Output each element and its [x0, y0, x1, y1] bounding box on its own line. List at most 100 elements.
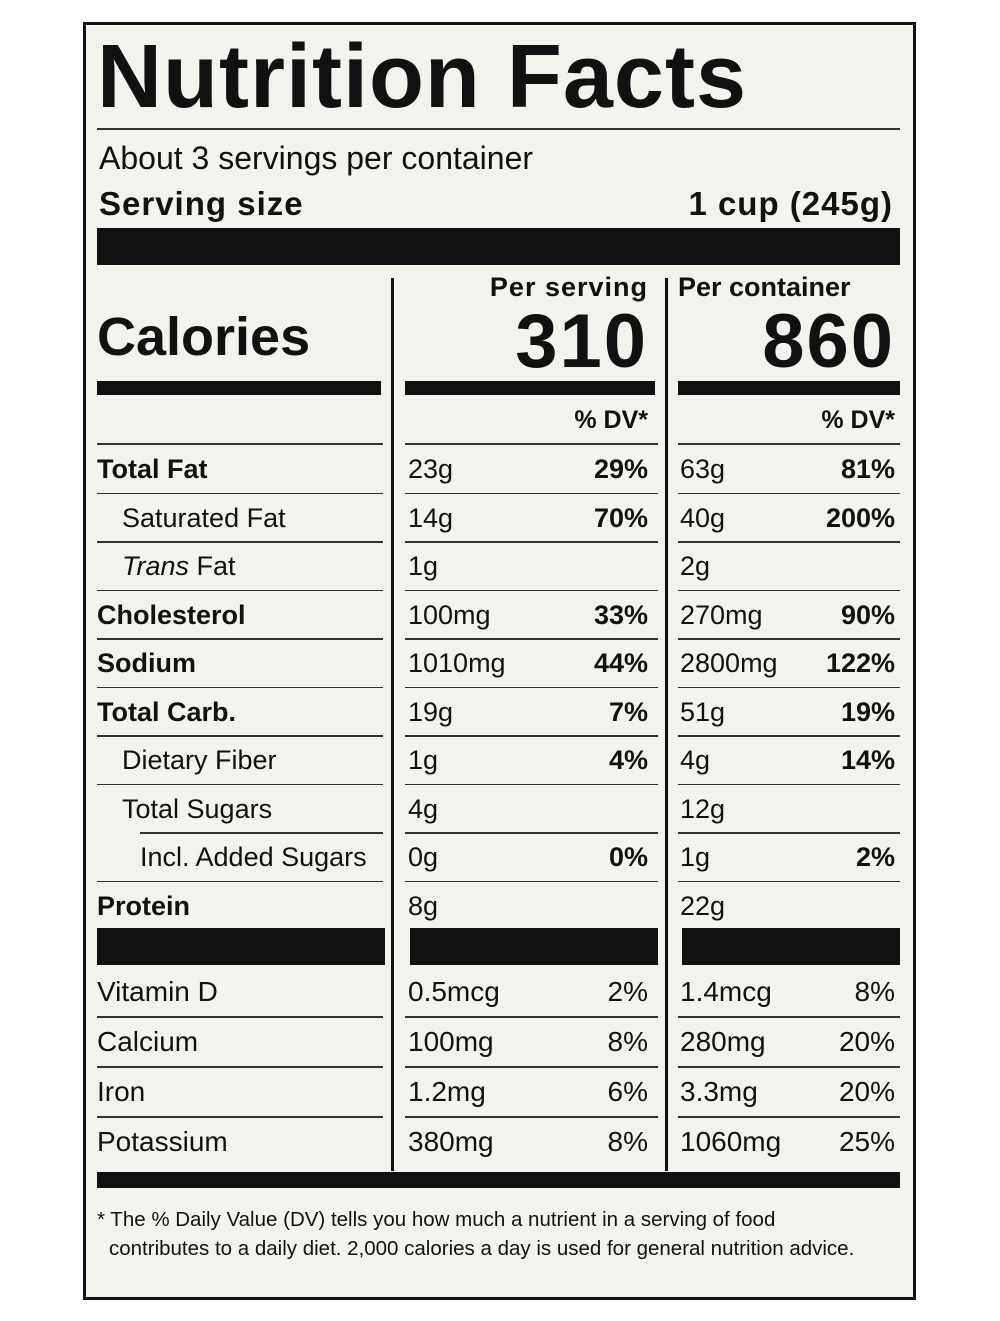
- rule: [97, 686, 383, 688]
- amount: 0g: [408, 842, 439, 872]
- rule: [678, 832, 900, 834]
- amount: 100mg: [408, 599, 491, 630]
- rule: [405, 443, 658, 445]
- daily-value: 7%: [608, 696, 648, 727]
- rule: [97, 589, 383, 591]
- rule: [97, 1016, 383, 1018]
- amount: 1060mg: [680, 1126, 782, 1157]
- amount: 2800mg: [680, 648, 778, 678]
- amount: 2g: [680, 551, 711, 581]
- rule: [97, 541, 383, 543]
- amount: 1.2mg: [408, 1076, 486, 1107]
- nutrient-name-text: Total Carb.: [97, 696, 237, 727]
- daily-value: 2%: [607, 976, 648, 1007]
- rule: [140, 832, 383, 834]
- daily-value: 90%: [840, 599, 895, 630]
- amount: 270mg: [680, 599, 763, 630]
- rule: [405, 638, 658, 640]
- serving-size-label: Serving size: [99, 185, 304, 222]
- nutrient-name: Iron: [97, 1067, 145, 1117]
- thick-bar: [682, 928, 900, 965]
- daily-value: 8%: [607, 1026, 648, 1057]
- rule: [678, 443, 900, 445]
- rule: [97, 638, 383, 640]
- daily-value: 19%: [840, 696, 895, 727]
- nutrient-name-text: Incl. Added Sugars: [140, 842, 367, 872]
- thick-bar: [97, 928, 385, 965]
- daily-value: 33%: [593, 599, 648, 630]
- rule: [405, 1066, 658, 1068]
- amount: 280mg: [680, 1026, 766, 1057]
- nutrient-name: Total Fat: [97, 445, 208, 494]
- amount: 8g: [408, 890, 439, 921]
- daily-value: 8%: [607, 1126, 648, 1157]
- rule: [678, 735, 900, 737]
- amount: 100mg: [408, 1026, 494, 1057]
- nutrient-name: Incl. Added Sugars: [140, 833, 367, 882]
- rule: [97, 880, 383, 882]
- nutrient-name: Cholesterol: [97, 591, 246, 640]
- thick-bar: [97, 1172, 900, 1188]
- rule: [405, 492, 658, 494]
- rule: [405, 541, 658, 543]
- nutrient-name: Total Carb.: [97, 688, 236, 737]
- footnote: * The % Daily Value (DV) tells you how m…: [97, 1208, 855, 1260]
- daily-value: 200%: [825, 502, 895, 533]
- rule: [405, 686, 658, 688]
- per-serving-header: Per serving: [489, 272, 648, 302]
- amount: 1g: [408, 745, 439, 775]
- amount: 3.3mg: [680, 1076, 758, 1107]
- daily-value: 70%: [593, 502, 648, 533]
- nutrient-name: Dietary Fiber: [122, 736, 277, 785]
- nutrient-name-text: Dietary Fiber: [122, 745, 277, 775]
- rule: [405, 783, 658, 785]
- rule: [97, 492, 383, 494]
- amount: 4g: [408, 793, 439, 824]
- nutrient-name: Sodium: [97, 639, 196, 688]
- nutrient-name: Total Sugars: [122, 785, 272, 834]
- nutrient-name-text: Calcium: [97, 1026, 199, 1057]
- thick-bar: [97, 228, 900, 265]
- per-container-header: Per container: [678, 272, 851, 302]
- nutrient-name: Calcium: [97, 1017, 198, 1067]
- rule: [97, 783, 383, 785]
- per-container-calories: 860: [762, 299, 895, 384]
- daily-value: 14%: [840, 745, 895, 775]
- daily-value: 6%: [607, 1076, 648, 1107]
- amount: 12g: [680, 793, 726, 824]
- rule: [405, 880, 658, 882]
- calories-bar: [405, 381, 655, 395]
- nutrient-name-text: Total Sugars: [122, 793, 273, 824]
- nutrient-name: Protein: [97, 882, 190, 931]
- rule: [405, 1116, 658, 1118]
- column-divider: [665, 278, 668, 1171]
- amount: 40g: [680, 502, 726, 533]
- rule: [678, 783, 900, 785]
- daily-value: 8%: [854, 976, 895, 1007]
- daily-value: 29%: [593, 454, 648, 484]
- rule: [97, 1066, 383, 1068]
- nutrient-name: Potassium: [97, 1117, 228, 1167]
- amount: 19g: [408, 696, 454, 727]
- servings: About 3 servings per container: [99, 140, 534, 176]
- amount: 14g: [408, 502, 454, 533]
- nutrient-name-italic: Trans: [122, 551, 190, 581]
- rule: [97, 1116, 383, 1118]
- nutrient-name: Vitamin D: [97, 967, 218, 1017]
- daily-value: 81%: [840, 454, 895, 484]
- calories-label: Calories: [97, 307, 311, 367]
- daily-value: 0%: [608, 842, 648, 872]
- rule: [405, 735, 658, 737]
- rule: [405, 1016, 658, 1018]
- rule: [97, 735, 383, 737]
- rule: [678, 686, 900, 688]
- rule: [678, 1116, 900, 1118]
- calories-bar: [678, 381, 900, 395]
- daily-value: 2%: [855, 842, 895, 872]
- nutrient-name-text: Potassium: [97, 1126, 228, 1157]
- rule: [405, 589, 658, 591]
- daily-value: 44%: [593, 648, 648, 678]
- nutrient-name-text: Fat: [196, 551, 236, 581]
- dv-header: % DV*: [574, 406, 648, 434]
